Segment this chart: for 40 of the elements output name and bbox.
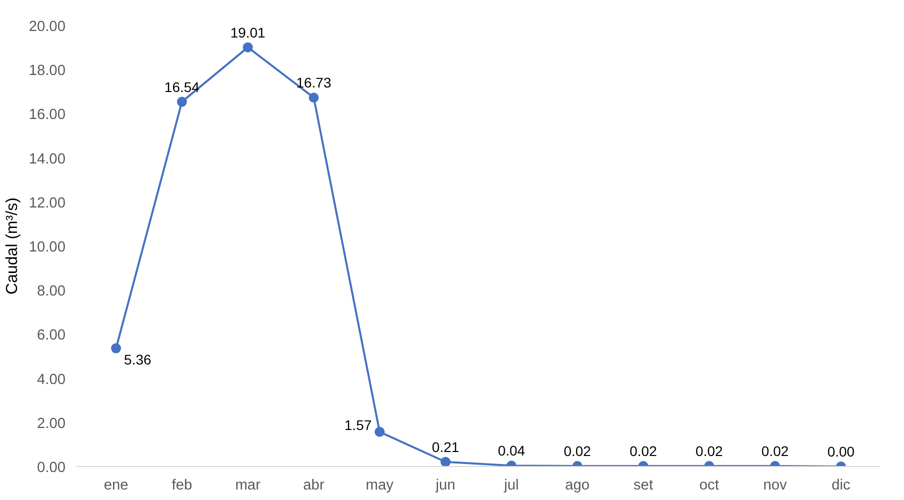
data-label: 1.57: [344, 416, 372, 433]
x-tick-label: jul: [503, 478, 519, 494]
y-tick-label: 12.00: [28, 195, 66, 212]
point: [111, 343, 122, 354]
x-tick-label: set: [633, 478, 654, 494]
x-tick-label: feb: [172, 478, 192, 494]
x-tick-label: ago: [565, 478, 590, 494]
y-tick-label: 8.00: [36, 284, 66, 300]
point: [176, 96, 187, 107]
data-label: 0.21: [432, 438, 460, 455]
y-tick-label: 4.00: [36, 372, 66, 388]
x-tick-label: oct: [699, 478, 719, 494]
data-label: 0.02: [696, 443, 723, 460]
x-tick-label: ene: [104, 478, 128, 494]
data-label: 0.02: [761, 443, 789, 460]
data-label: 0.02: [564, 443, 592, 460]
x-tick-label: jun: [434, 478, 456, 494]
x-tick-label: nov: [763, 478, 788, 494]
x-tick-label: abr: [303, 478, 324, 494]
x-tick-label: may: [366, 478, 394, 494]
data-label: 16.73: [296, 74, 332, 91]
y-tick-label: 16.00: [28, 107, 66, 124]
y-tick-label: 2.00: [36, 416, 66, 432]
y-tick-label: 10.00: [28, 240, 66, 256]
point: [242, 42, 253, 52]
x-tick-label: mar: [235, 478, 261, 494]
data-label: 19.01: [230, 24, 266, 40]
data-label: 0.02: [630, 443, 658, 460]
y-axis-title: Caudal (m³/s): [4, 198, 21, 294]
data-label: 0.04: [498, 442, 526, 459]
y-tick-label: 20.00: [28, 19, 66, 35]
y-tick-label: 0.00: [36, 460, 66, 476]
data-label: 16.54: [164, 78, 200, 95]
x-tick-label: dic: [832, 478, 850, 494]
y-tick-label: 6.00: [36, 328, 66, 344]
point: [308, 92, 319, 103]
y-tick-label: 14.00: [28, 151, 66, 168]
data-label: 5.36: [124, 351, 152, 368]
y-tick-label: 18.00: [28, 63, 66, 80]
data-label: 0.00: [827, 444, 855, 460]
